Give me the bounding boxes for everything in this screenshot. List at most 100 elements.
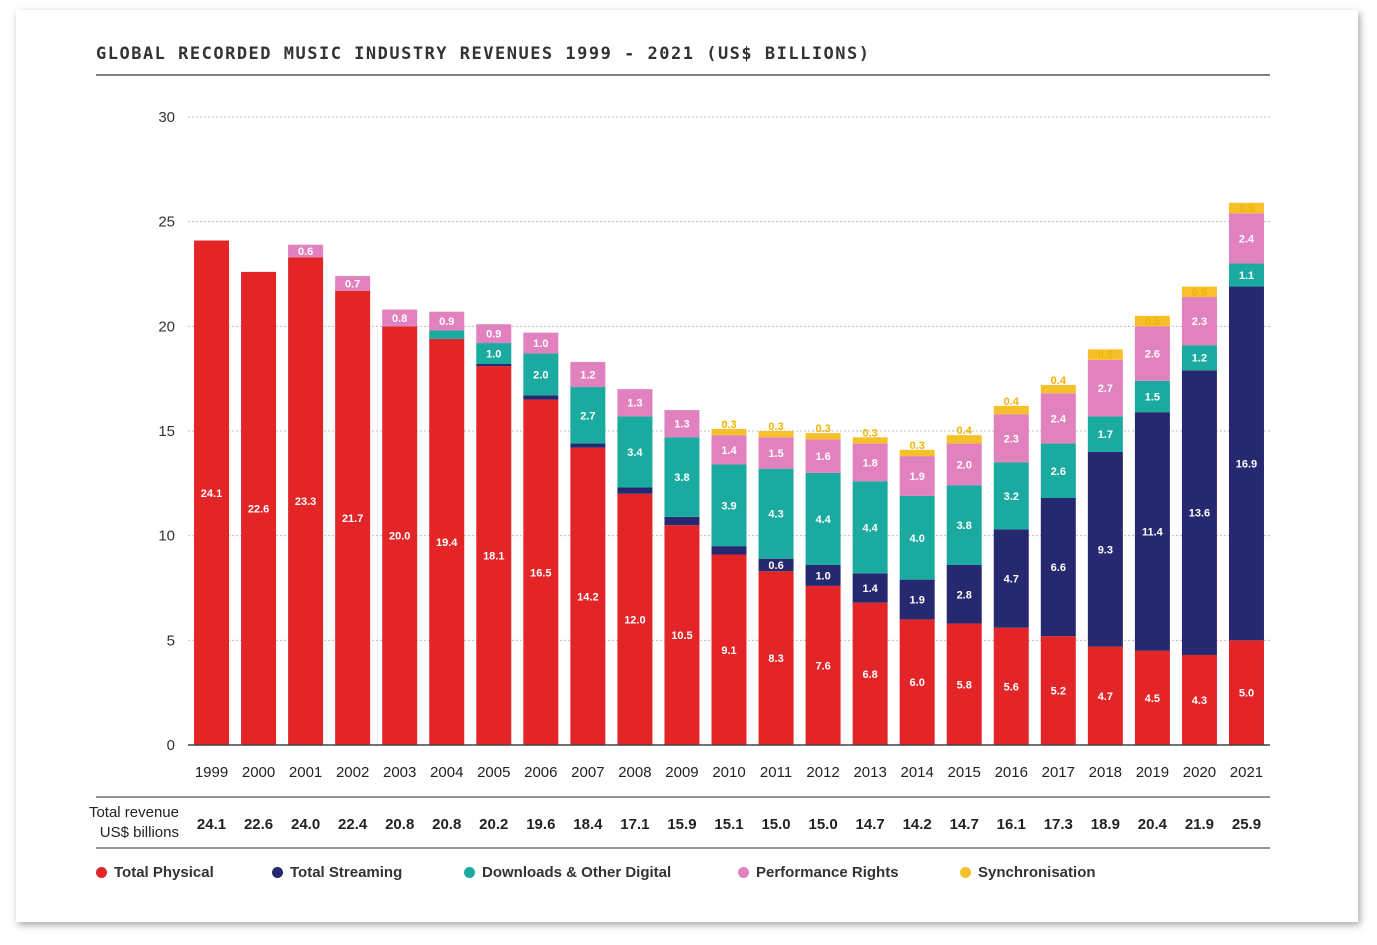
data-label: 1.3 — [627, 398, 642, 410]
legend-item: Total Physical — [96, 864, 214, 881]
bar-segment — [1087, 416, 1123, 452]
bar-segment — [758, 437, 794, 469]
bar-segment — [711, 554, 747, 745]
x-tick-label: 2003 — [383, 764, 416, 781]
legend-item: Synchronisation — [960, 864, 1096, 881]
data-label: 1.2 — [1192, 353, 1207, 365]
data-label: 1.7 — [1098, 429, 1113, 441]
bar-segment — [899, 495, 935, 580]
bar-segment — [194, 240, 230, 746]
data-label: 16.5 — [530, 567, 551, 579]
x-tick-label: 2010 — [712, 764, 745, 781]
bar-segment — [1087, 349, 1123, 360]
bar-segment — [946, 485, 982, 565]
bar-segment — [993, 414, 1029, 463]
y-tick-label: 0 — [167, 737, 175, 754]
legend-swatch — [464, 867, 475, 878]
x-tick-label: 2000 — [242, 764, 275, 781]
bar-segment — [805, 433, 841, 440]
bar-segment — [382, 309, 418, 327]
bar-segment — [805, 564, 841, 586]
bar-segment — [758, 571, 794, 745]
x-tick-label: 2006 — [524, 764, 557, 781]
data-label: 2.0 — [957, 459, 972, 471]
data-label: 5.6 — [1004, 681, 1019, 693]
total-revenue-value: 15.0 — [808, 816, 837, 833]
bar-segment — [1040, 497, 1076, 637]
total-revenue-value: 15.1 — [714, 816, 743, 833]
data-label: 1.6 — [815, 451, 830, 463]
legend-label: Downloads & Other Digital — [482, 864, 672, 881]
bar-segment — [711, 435, 747, 465]
data-label: 4.5 — [1145, 693, 1160, 705]
x-tick-label: 2019 — [1136, 764, 1169, 781]
y-tick-label: 5 — [167, 632, 175, 649]
data-label: 4.3 — [1192, 695, 1207, 707]
total-revenue-value: 21.9 — [1185, 816, 1214, 833]
data-label: 2.7 — [580, 410, 595, 422]
data-label: 0.3 — [721, 419, 736, 431]
data-label: 1.9 — [910, 595, 925, 607]
bar-segment — [1228, 213, 1264, 264]
data-label: 5.0 — [1239, 688, 1254, 700]
data-label: 0.3 — [910, 440, 925, 452]
data-label: 2.0 — [533, 369, 548, 381]
bar-segment — [946, 564, 982, 624]
data-label: 0.5 — [1239, 203, 1254, 215]
legend-swatch — [960, 867, 971, 878]
bar-segment — [1228, 202, 1264, 214]
bar-segment — [1087, 451, 1123, 647]
x-tick-label: 2002 — [336, 764, 369, 781]
bar-segment — [711, 428, 747, 436]
bar-segment — [523, 399, 559, 745]
total-revenue-value: 19.6 — [526, 816, 555, 833]
data-label: 1.4 — [721, 445, 737, 457]
data-label: 0.3 — [768, 421, 783, 433]
bar-segment — [1181, 297, 1217, 346]
data-label: 4.4 — [815, 514, 831, 526]
total-revenue-value: 24.1 — [197, 816, 226, 833]
bar-segment — [1040, 636, 1076, 745]
total-revenue-value: 15.9 — [667, 816, 696, 833]
data-label: 11.4 — [1142, 526, 1164, 538]
data-label: 0.5 — [1098, 350, 1113, 362]
data-label: 2.4 — [1239, 233, 1255, 245]
x-tick-label: 2009 — [665, 764, 698, 781]
bar-segment — [946, 443, 982, 486]
total-revenue-value: 20.4 — [1138, 816, 1168, 833]
total-revenue-value: 17.3 — [1044, 816, 1073, 833]
data-label: 20.0 — [389, 531, 410, 543]
x-tick-label: 2013 — [853, 764, 886, 781]
x-tick-label: 2008 — [618, 764, 651, 781]
total-revenue-value: 22.4 — [338, 816, 368, 833]
legend-swatch — [272, 867, 283, 878]
bar-segment — [429, 311, 465, 331]
bar-segment — [852, 443, 888, 482]
data-label: 0.7 — [345, 278, 360, 290]
data-label: 0.9 — [486, 329, 501, 341]
bar-segment — [570, 387, 606, 444]
total-revenue-value: 14.7 — [856, 816, 885, 833]
total-revenue-value: 18.4 — [573, 816, 603, 833]
bar-segment — [1040, 443, 1076, 498]
bar-segment — [523, 353, 559, 396]
data-label: 3.2 — [1004, 491, 1019, 503]
bar-segment — [1134, 650, 1170, 745]
total-revenue-value: 17.1 — [620, 816, 649, 833]
data-label: 1.0 — [815, 570, 830, 582]
bar-segment — [335, 290, 371, 745]
data-label: 22.6 — [248, 503, 269, 515]
bar-segment — [711, 464, 747, 547]
data-label: 1.5 — [1145, 391, 1160, 403]
chart-title: GLOBAL RECORDED MUSIC INDUSTRY REVENUES … — [96, 44, 871, 64]
bar-segment — [1134, 380, 1170, 413]
bar-segment — [1040, 384, 1076, 394]
data-label: 0.4 — [957, 425, 973, 437]
legend-swatch — [738, 867, 749, 878]
x-tick-label: 2017 — [1042, 764, 1075, 781]
bar-segment — [617, 493, 653, 745]
data-label: 3.8 — [957, 520, 972, 532]
x-tick-label: 2014 — [900, 764, 933, 781]
legend-swatch — [96, 867, 107, 878]
